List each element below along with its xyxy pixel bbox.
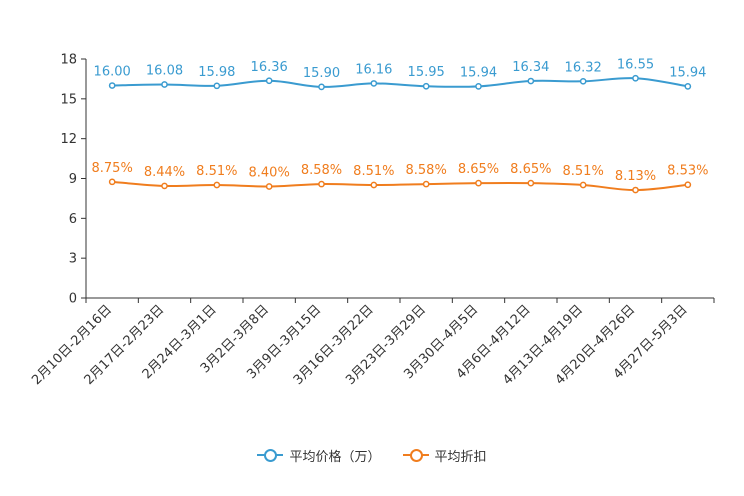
- y-tick-label: 0: [69, 292, 77, 307]
- data-label: 16.32: [565, 60, 602, 75]
- data-label: 15.90: [303, 66, 340, 81]
- series-0: 16.00 16.08 15.98 16.36 15.90 16.16 15.95 15.94…: [94, 57, 706, 91]
- data-label: 16.08: [146, 63, 183, 78]
- legend-discount-label: 平均折扣: [434, 449, 487, 465]
- data-label: 16.55: [617, 57, 654, 72]
- data-point[interactable]: [161, 81, 168, 88]
- data-label: 16.16: [355, 62, 392, 77]
- data-point[interactable]: [370, 181, 378, 189]
- legend-price-marker-icon: [257, 449, 284, 462]
- data-label: 8.65%: [510, 162, 551, 177]
- data-label: 8.58%: [301, 163, 342, 178]
- legend: 平均价格（万） 平均折扣: [0, 444, 744, 466]
- data-point[interactable]: [265, 183, 273, 190]
- x-axis: 2月10日-2月16日2月17日-2月23日2月24日-3月1日3月2日-3月8…: [29, 297, 715, 388]
- data-point[interactable]: [213, 82, 221, 90]
- data-point[interactable]: [318, 83, 325, 91]
- data-point[interactable]: [684, 181, 692, 189]
- data-label: 8.44%: [144, 165, 185, 180]
- data-label: 15.94: [669, 65, 706, 80]
- data-label: 8.65%: [458, 162, 499, 177]
- data-label: 8.75%: [92, 161, 133, 176]
- data-label: 16.00: [94, 65, 131, 80]
- data-point[interactable]: [527, 179, 535, 187]
- data-point[interactable]: [370, 80, 378, 87]
- data-point[interactable]: [422, 180, 430, 188]
- data-point[interactable]: [318, 180, 325, 188]
- data-label: 8.13%: [615, 169, 656, 184]
- data-point[interactable]: [684, 83, 692, 90]
- legend-item-price[interactable]: 平均价格（万）: [257, 446, 381, 465]
- data-point[interactable]: [108, 82, 116, 89]
- y-tick-label: 3: [69, 252, 77, 267]
- series-line: [112, 77, 688, 88]
- data-label: 8.51%: [563, 164, 604, 179]
- data-point[interactable]: [579, 77, 587, 85]
- data-label: 8.51%: [353, 164, 394, 179]
- data-point[interactable]: [632, 186, 639, 194]
- data-label: 16.34: [512, 60, 549, 75]
- data-point[interactable]: [475, 83, 482, 90]
- data-point[interactable]: [213, 181, 221, 189]
- legend-price-label: 平均价格（万）: [289, 449, 381, 465]
- y-tick-label: 18: [60, 53, 77, 68]
- data-point[interactable]: [475, 179, 482, 187]
- data-label: 8.40%: [249, 165, 290, 180]
- data-point[interactable]: [527, 77, 535, 85]
- data-label: 8.58%: [406, 163, 447, 178]
- y-axis: 0 3 6 9 12 15 18: [60, 53, 87, 307]
- data-point[interactable]: [632, 74, 639, 82]
- series-layer: 16.00 16.08 15.98 16.36 15.90 16.16 15.95 15.94…: [92, 57, 708, 194]
- data-label: 15.98: [198, 65, 235, 80]
- y-tick-label: 9: [69, 172, 77, 187]
- y-tick-label: 6: [69, 212, 77, 227]
- series-line: [112, 180, 688, 192]
- y-tick-label: 15: [60, 92, 77, 107]
- legend-discount-marker-icon: [402, 449, 429, 462]
- data-point[interactable]: [265, 77, 273, 85]
- data-point[interactable]: [579, 181, 587, 189]
- data-point[interactable]: [108, 178, 116, 186]
- data-label: 15.94: [460, 65, 497, 80]
- line-chart: 0 3 6 9 12 15 18 2月10日-2月16日2月17日-2月23日2月24日-3…: [29, 53, 715, 388]
- data-label: 15.95: [408, 65, 445, 80]
- legend-item-discount[interactable]: 平均折扣: [402, 446, 487, 465]
- data-label: 8.51%: [196, 164, 237, 179]
- data-label: 16.36: [251, 60, 288, 75]
- y-tick-label: 12: [60, 132, 77, 147]
- data-label: 8.53%: [667, 164, 708, 179]
- data-point[interactable]: [161, 182, 168, 190]
- series-1: 8.75% 8.44% 8.51% 8.40% 8.58% 8.51% 8.58% 8.65%…: [92, 161, 708, 194]
- data-point[interactable]: [422, 82, 430, 90]
